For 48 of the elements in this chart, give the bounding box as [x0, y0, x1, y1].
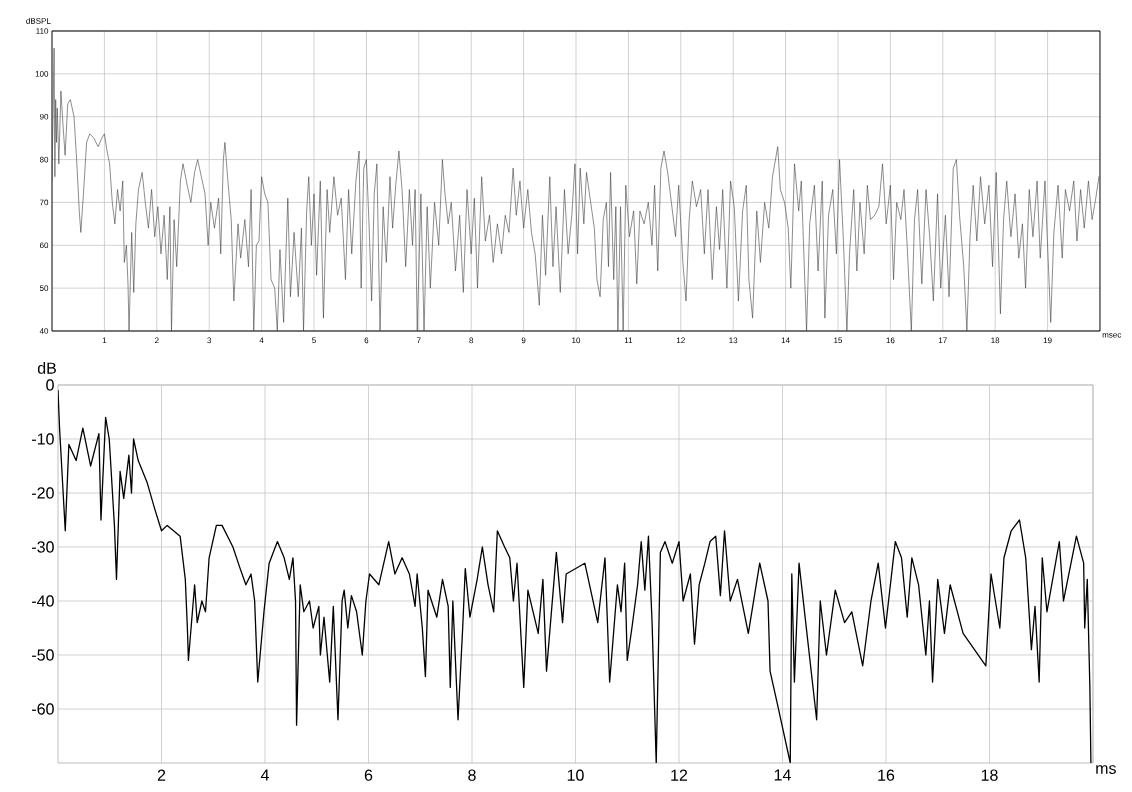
x-tick-label: 6 — [364, 337, 369, 344]
x-tick-label: 10 — [567, 769, 584, 781]
x-tick-label: 4 — [259, 337, 264, 344]
x-tick-label: 8 — [468, 769, 476, 781]
x-tick-label: 9 — [521, 337, 526, 344]
x-tick-label: 2 — [157, 769, 166, 781]
line-series — [52, 47, 1100, 331]
x-tick-label: 11 — [624, 337, 633, 344]
x-tick-label: 1 — [102, 337, 107, 344]
y-tick-label: 40 — [39, 328, 49, 334]
x-tick-label: 2 — [154, 337, 159, 344]
y-tick-label: 50 — [39, 285, 49, 291]
y-axis-title: dBSPL — [26, 17, 51, 24]
y-tick-label: -10 — [32, 433, 54, 445]
y-tick-label: -50 — [32, 649, 54, 661]
y-tick-label: 70 — [39, 199, 49, 206]
x-tick-label: 18 — [981, 769, 998, 781]
x-tick-label: 4 — [260, 769, 269, 781]
x-tick-label: 13 — [729, 337, 738, 344]
x-axis-title: msec — [1102, 333, 1122, 338]
y-tick-label: -30 — [32, 541, 54, 553]
x-tick-label: 15 — [834, 337, 843, 344]
x-tick-label: 8 — [469, 337, 474, 344]
x-tick-label: 12 — [676, 337, 685, 344]
x-tick-label: 14 — [781, 337, 790, 344]
y-tick-label: -60 — [32, 703, 54, 715]
x-tick-label: 14 — [774, 769, 791, 781]
x-tick-label: 3 — [207, 337, 212, 344]
y-tick-label: 90 — [39, 113, 49, 120]
x-tick-label: 18 — [991, 337, 1000, 344]
x-tick-label: 12 — [671, 769, 688, 781]
y-tick-label: -20 — [32, 487, 54, 499]
y-tick-label: 60 — [39, 242, 49, 249]
x-tick-label: 10 — [572, 337, 581, 344]
y-tick-label: -40 — [32, 595, 54, 607]
y-tick-label: 110 — [36, 28, 49, 34]
x-tick-label: 16 — [878, 769, 895, 781]
x-tick-label: 7 — [416, 337, 421, 344]
x-tick-label: 17 — [938, 337, 947, 344]
x-tick-label: 6 — [364, 769, 373, 781]
y-tick-label: 100 — [35, 71, 49, 77]
y-axis-title: dB — [37, 362, 56, 374]
x-tick-label: 19 — [1043, 337, 1052, 344]
x-axis-title: ms — [1096, 765, 1116, 774]
y-tick-label: 80 — [39, 156, 49, 163]
y-tick-label: 0 — [46, 379, 54, 391]
x-tick-label: 16 — [886, 337, 895, 344]
x-tick-label: 5 — [312, 337, 316, 344]
